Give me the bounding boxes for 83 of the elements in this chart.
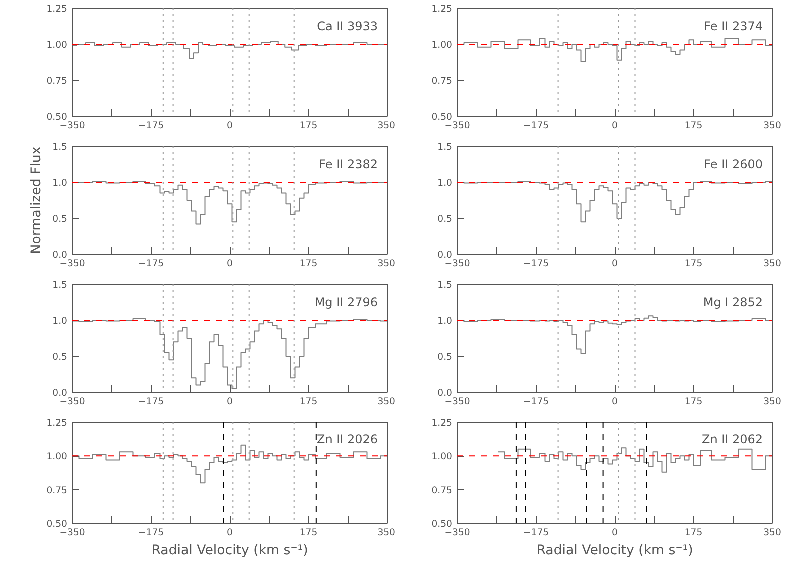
- x-tick-label: 175: [300, 258, 318, 270]
- y-tick-label: 1.5: [52, 142, 68, 153]
- x-tick-label: 350: [378, 258, 396, 270]
- y-tick-label: 0.0: [438, 388, 453, 399]
- y-tick-label: 0.50: [46, 519, 68, 530]
- x-tick-label: 350: [378, 120, 396, 132]
- annotation: Mg II 2796: [314, 295, 378, 310]
- x-tick-label: 350: [764, 258, 782, 270]
- x-tick-label: 175: [684, 396, 703, 408]
- annotation: Zn II 2062: [702, 432, 764, 447]
- annotation: Zn II 2026: [316, 432, 378, 447]
- y-tick-label: 1.00: [46, 40, 68, 51]
- y-tick-label: 0.5: [52, 352, 68, 363]
- annotation: Fe II 2600: [704, 157, 764, 172]
- y-tick-label: 1.0: [52, 178, 68, 189]
- x-tick-label: 175: [684, 258, 703, 270]
- y-tick-label: 1.00: [432, 40, 453, 51]
- x-tick-label: −175: [523, 120, 550, 132]
- y-tick-label: 1.00: [432, 452, 453, 463]
- x-axis-title: Radial Velocity (km s⁻¹): [152, 544, 308, 558]
- y-tick-label: 0.75: [46, 485, 68, 496]
- x-tick-label: −350: [60, 528, 86, 538]
- annotation: Fe II 2382: [319, 157, 378, 172]
- x-tick-label: 175: [300, 120, 318, 132]
- x-tick-label: −350: [444, 528, 470, 538]
- x-tick-label: 0: [227, 120, 234, 132]
- annotation: Fe II 2374: [704, 19, 764, 34]
- x-tick-label: 350: [378, 528, 396, 538]
- x-tick-label: −175: [138, 396, 164, 408]
- x-tick-label: 0: [227, 396, 234, 408]
- y-tick-label: 1.5: [438, 142, 453, 153]
- x-tick-label: 350: [764, 120, 782, 132]
- y-tick-label: 1.00: [46, 452, 68, 463]
- x-tick-label: 0: [612, 528, 618, 538]
- x-tick-label: −350: [60, 396, 86, 408]
- x-tick-label: −175: [523, 258, 550, 270]
- y-tick-label: 0.0: [52, 388, 68, 399]
- y-tick-label: 1.0: [438, 316, 453, 327]
- y-tick-label: 0.50: [432, 112, 453, 123]
- y-tick-label: 0.75: [432, 485, 453, 496]
- y-axis-title: Normalized Flux: [30, 146, 45, 254]
- x-tick-label: 175: [300, 396, 318, 408]
- y-tick-label: 0.5: [52, 214, 68, 225]
- x-tick-label: 0: [612, 396, 618, 408]
- y-tick-label: 0.5: [438, 352, 453, 363]
- x-tick-label: −175: [523, 528, 550, 538]
- y-tick-label: 1.0: [438, 178, 453, 189]
- y-tick-label: 1.25: [432, 4, 453, 15]
- y-tick-label: 1.5: [52, 280, 68, 291]
- y-tick-label: 1.25: [432, 418, 453, 429]
- x-tick-label: −350: [444, 258, 470, 270]
- y-tick-label: 0.5: [438, 214, 453, 225]
- x-tick-label: −350: [60, 258, 86, 270]
- x-tick-label: −175: [138, 528, 164, 538]
- y-tick-label: 0.50: [432, 519, 453, 530]
- x-tick-label: −175: [138, 258, 164, 270]
- annotation: Mg I 2852: [703, 295, 764, 310]
- x-tick-label: 175: [684, 528, 703, 538]
- y-tick-label: 0.75: [432, 76, 453, 87]
- annotation: Ca II 3933: [317, 19, 378, 34]
- x-tick-label: 0: [227, 258, 234, 270]
- x-tick-label: 350: [764, 528, 782, 538]
- x-tick-label: 0: [612, 120, 618, 132]
- x-tick-label: 350: [764, 396, 782, 408]
- y-tick-label: 1.25: [46, 418, 68, 429]
- y-tick-label: 1.5: [438, 280, 453, 291]
- x-tick-label: −350: [444, 396, 470, 408]
- x-tick-label: 175: [300, 528, 318, 538]
- x-tick-label: −350: [444, 120, 470, 132]
- x-tick-label: 175: [684, 120, 703, 132]
- x-tick-label: −175: [138, 120, 164, 132]
- x-tick-label: −175: [523, 396, 550, 408]
- x-axis-title: Radial Velocity (km s⁻¹): [536, 544, 694, 558]
- x-tick-label: 0: [612, 258, 618, 270]
- y-tick-label: 0.50: [46, 112, 68, 123]
- y-tick-label: 0.75: [46, 76, 68, 87]
- y-tick-label: 1.0: [52, 316, 68, 327]
- x-tick-label: −350: [60, 120, 86, 132]
- x-tick-label: 0: [227, 528, 234, 538]
- y-tick-label: 0.0: [438, 250, 453, 261]
- y-tick-label: 0.0: [52, 250, 68, 261]
- y-tick-label: 1.25: [46, 4, 68, 15]
- x-tick-label: 350: [378, 396, 396, 408]
